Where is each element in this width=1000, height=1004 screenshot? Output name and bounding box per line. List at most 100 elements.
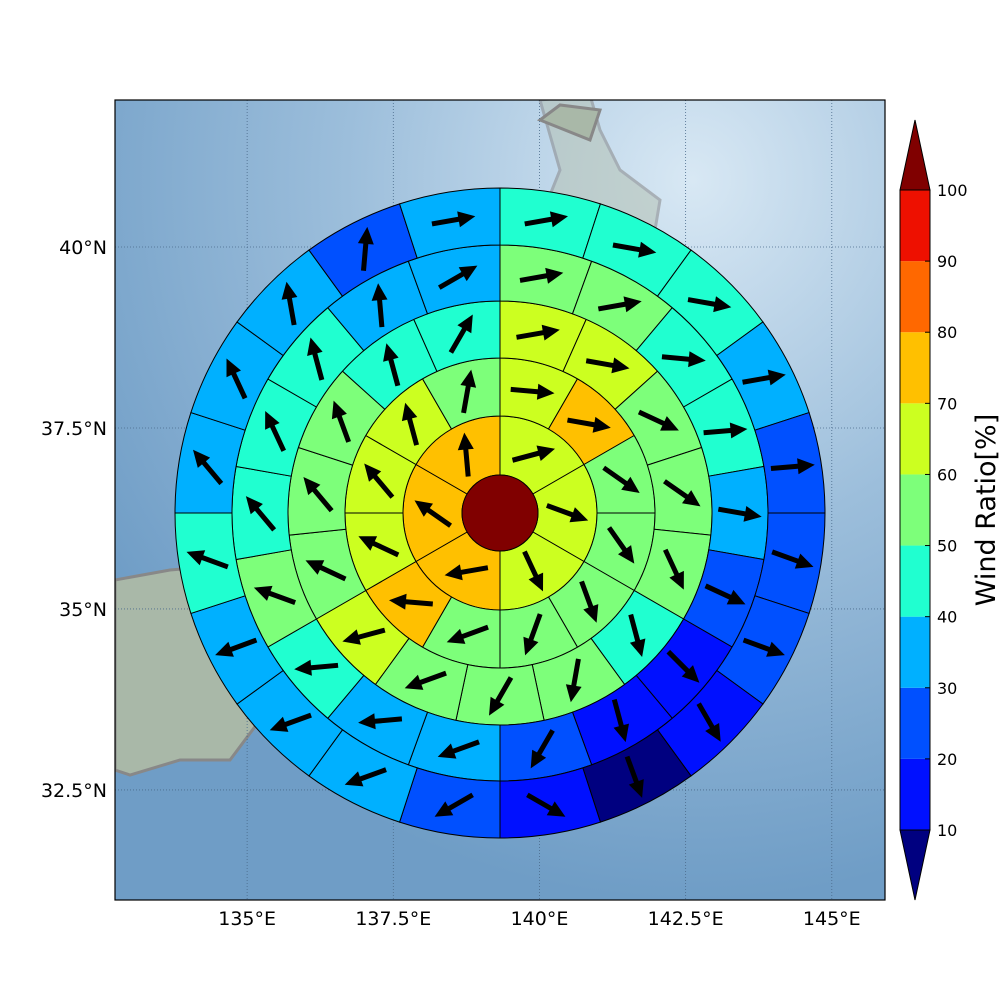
wind-arrow xyxy=(771,549,814,569)
wind-arrow xyxy=(404,670,447,690)
wind-arrow xyxy=(742,637,785,657)
wind-arrow xyxy=(389,593,433,610)
wind-arrow xyxy=(383,343,401,387)
arrows xyxy=(186,211,815,817)
wind-arrow xyxy=(265,411,286,452)
wind-arrow xyxy=(414,500,452,528)
wind-arrow xyxy=(358,536,400,558)
wind-arrow xyxy=(193,449,224,486)
wind-arrow xyxy=(526,792,566,817)
y-tick-label: 37.5°N xyxy=(41,418,107,440)
colorbar-bin xyxy=(900,261,930,333)
wind-arrow xyxy=(281,281,298,326)
wind-arrow xyxy=(438,265,478,290)
wind-arrow xyxy=(371,283,388,328)
wind-arrow xyxy=(434,792,474,817)
wind-arrow xyxy=(519,267,564,284)
wind-arrow xyxy=(597,296,642,313)
colorbar-tick-label: 60 xyxy=(937,465,957,484)
wind-arrow xyxy=(522,550,544,592)
colorbar-label: Wind Ratio[%] xyxy=(971,414,1000,606)
wind-arrow xyxy=(546,503,589,523)
wind-arrow xyxy=(444,564,489,581)
wind-arrow xyxy=(489,676,514,716)
wind-arrow xyxy=(607,526,635,564)
colorbar-tick-label: 100 xyxy=(937,181,968,200)
wind-arrow xyxy=(215,637,258,657)
colorbar-bin xyxy=(900,332,930,404)
wind-arrow xyxy=(448,314,473,354)
colorbar-bin xyxy=(900,616,930,688)
wind-arrow xyxy=(303,477,334,513)
landmass xyxy=(536,103,603,142)
wind-arrow xyxy=(460,369,477,414)
x-tick-label: 140°E xyxy=(511,908,569,930)
colorbar-bin xyxy=(900,545,930,617)
colorbar: Wind Ratio[%] 10 20 30 40 50 60 70 80 90 100 xyxy=(899,119,1000,901)
wind-arrow xyxy=(524,211,568,228)
wind-arrow xyxy=(696,702,721,742)
wind-arrow xyxy=(611,698,629,743)
x-tick-label: 145°E xyxy=(803,908,861,930)
wind-arrow xyxy=(516,324,560,341)
colorbar-tick-label: 70 xyxy=(937,394,957,413)
wind-arrow xyxy=(342,627,386,645)
wind-arrow xyxy=(602,465,640,493)
wind-arrow xyxy=(344,767,387,787)
wind-arrow xyxy=(331,400,351,443)
wind-arrow xyxy=(186,550,229,570)
colorbar-bin xyxy=(900,758,930,830)
wind-arrow xyxy=(663,548,684,590)
x-tick-label: 135°E xyxy=(218,908,276,930)
colorbar-tick-label: 20 xyxy=(937,750,957,769)
wind-arrow xyxy=(628,613,646,657)
wind-arrow xyxy=(703,422,748,439)
wind-arrow xyxy=(431,211,476,228)
wind-arrow xyxy=(446,624,489,644)
wind-arrow xyxy=(510,383,555,400)
wind-arrow xyxy=(357,226,374,271)
colorbar-bin xyxy=(900,687,930,759)
wind-arrow xyxy=(457,432,474,477)
wind-arrow xyxy=(245,496,277,532)
wind-arrow xyxy=(663,479,701,507)
colorbar-tick-label: 50 xyxy=(937,537,957,556)
wind-arrow xyxy=(579,580,599,623)
wind-arrow xyxy=(401,402,419,446)
map-frame xyxy=(114,99,886,901)
wind-arrow xyxy=(567,416,611,433)
colorbar-over xyxy=(899,119,931,191)
wind-arrow xyxy=(307,337,325,381)
wind-arrow xyxy=(661,351,706,368)
colorbar-tick-label: 80 xyxy=(937,323,957,342)
colorbar-bin xyxy=(900,190,930,262)
wind-arrow xyxy=(364,463,395,499)
wind-arrow xyxy=(294,659,339,676)
y-tick-label: 35°N xyxy=(59,599,107,621)
wind-arrow xyxy=(585,357,630,374)
wind-arrow xyxy=(305,560,347,582)
wind-arrow xyxy=(612,241,657,258)
wind-arrow xyxy=(523,613,543,656)
x-tick-label: 142.5°E xyxy=(648,908,724,930)
y-tick-label: 40°N xyxy=(59,237,107,259)
wind-arrow xyxy=(637,409,679,431)
colorbar-tick-label: 90 xyxy=(937,252,957,271)
wind-arrow xyxy=(565,658,582,703)
wind-arrow xyxy=(253,585,296,605)
colorbar-bin xyxy=(900,474,930,546)
wind-arrow xyxy=(742,369,786,386)
colorbar-tick-label: 30 xyxy=(937,679,957,698)
wind-arrow xyxy=(269,712,312,732)
wind-arrow xyxy=(666,649,700,683)
wind-arrow xyxy=(687,296,732,313)
x-tick-label: 137.5°E xyxy=(355,908,431,930)
wind-arrow xyxy=(437,739,480,759)
wind-arrow xyxy=(226,358,248,400)
colorbar-tick-label: 10 xyxy=(937,821,957,840)
wind-arrow xyxy=(717,506,762,522)
center-cell xyxy=(461,474,539,552)
y-tick-label: 32.5°N xyxy=(41,780,107,802)
colorbar-frame xyxy=(899,189,931,831)
colorbar-tick-label: 40 xyxy=(937,608,957,627)
